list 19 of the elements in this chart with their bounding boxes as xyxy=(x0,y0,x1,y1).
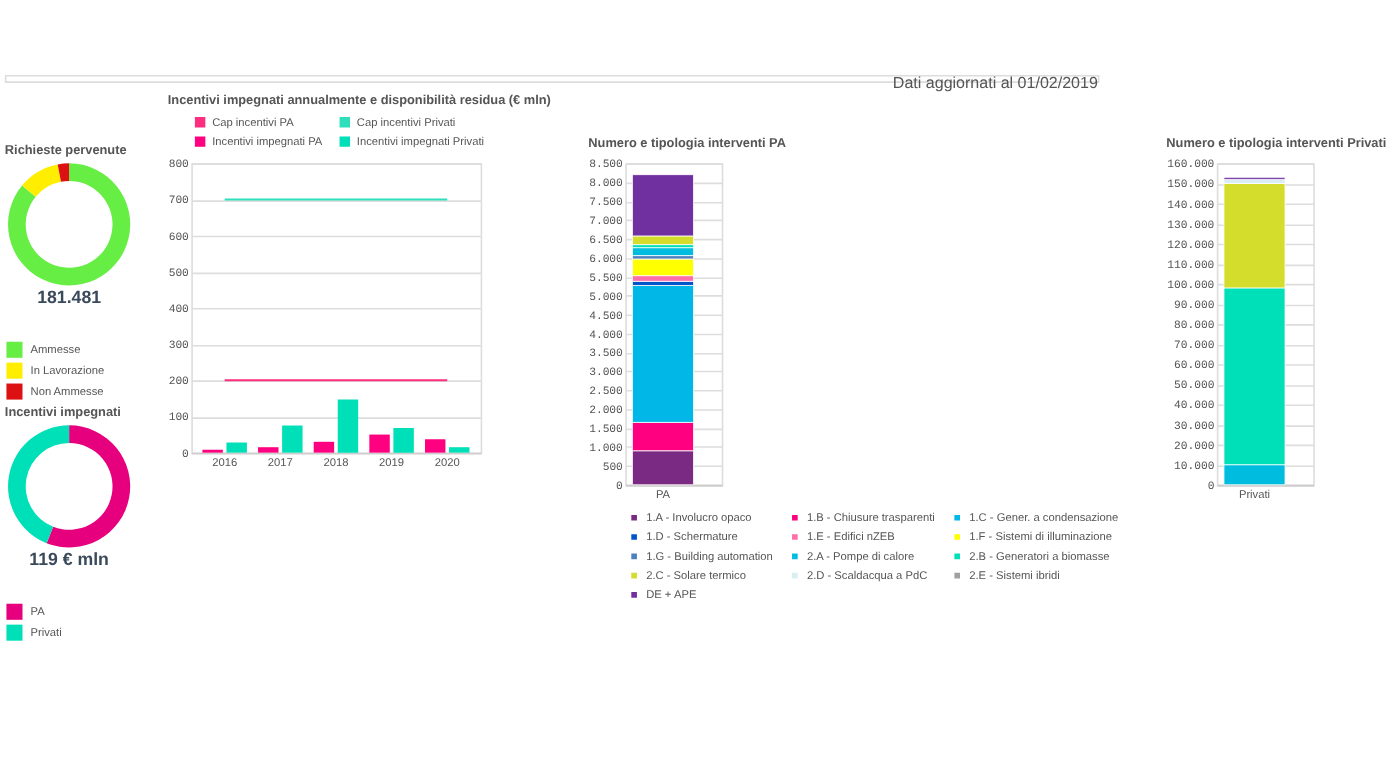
donut-slice xyxy=(8,425,70,544)
bar xyxy=(369,434,390,453)
text: Dati aggiornati al 01/02/2019 xyxy=(892,73,1099,92)
bar xyxy=(226,442,247,453)
bar xyxy=(258,447,279,453)
bar xyxy=(632,258,694,277)
bar xyxy=(424,439,446,453)
bar xyxy=(393,428,414,453)
bar xyxy=(449,447,470,453)
bar xyxy=(337,399,359,453)
donut-slice xyxy=(8,163,131,286)
bar xyxy=(313,441,335,453)
donut-slice xyxy=(22,164,61,197)
donut-slice xyxy=(57,163,70,182)
bar xyxy=(282,425,303,453)
text: 181.481 xyxy=(37,287,102,308)
text: 119 € mln xyxy=(29,549,109,570)
donut-slice xyxy=(46,425,131,548)
bar xyxy=(632,174,694,237)
